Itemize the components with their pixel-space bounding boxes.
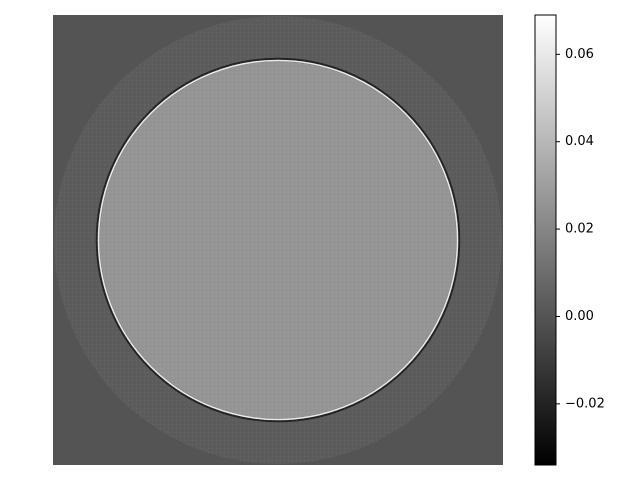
texture-overlay — [54, 16, 502, 464]
colorbar-fill — [535, 15, 556, 465]
colorbar-tick-label: 0.06 — [565, 47, 594, 62]
colorbar-tick-label: −0.02 — [565, 396, 605, 411]
image-axes — [53, 15, 503, 465]
colorbar-tick-label: 0.04 — [565, 134, 594, 149]
colorbar: 0.06 0.04 0.02 0.00 −0.02 — [534, 14, 605, 466]
colorbar-frame — [534, 14, 557, 466]
colorbar-ticks: 0.06 0.04 0.02 0.00 −0.02 — [556, 47, 605, 411]
colorbar-tick-label: 0.02 — [565, 222, 594, 237]
colorbar-tick-label: 0.00 — [565, 309, 594, 324]
